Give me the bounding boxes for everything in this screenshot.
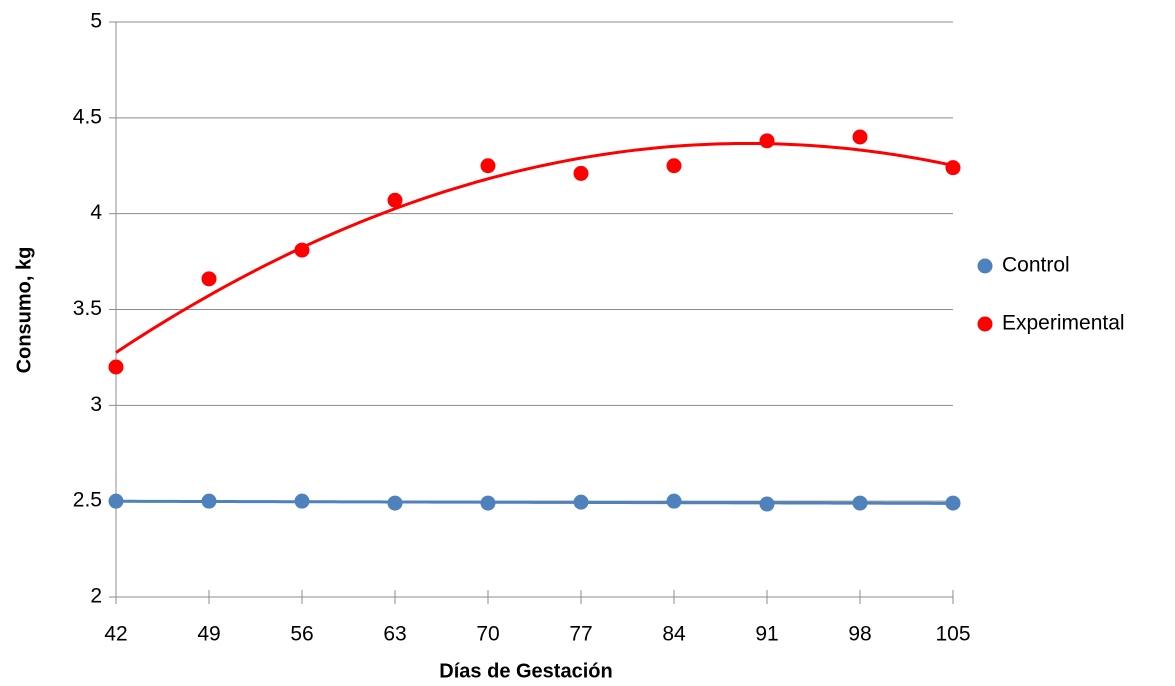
y-tick-label: 3.5 (73, 297, 102, 320)
point (852, 495, 868, 511)
legend-marker (977, 258, 993, 274)
y-tick-label: 5 (90, 10, 102, 33)
x-tick-label: 70 (476, 623, 499, 646)
x-tick-label: 56 (290, 623, 313, 646)
point (108, 359, 124, 375)
point (294, 493, 310, 509)
x-tick-label: 91 (755, 623, 778, 646)
y-tick-label: 4 (90, 201, 102, 224)
point (945, 160, 961, 176)
y-axis-title: Consumo, kg (13, 247, 35, 374)
x-tick-label: 84 (662, 623, 686, 646)
point (759, 496, 775, 512)
point (387, 495, 403, 511)
point (201, 493, 217, 509)
y-tick-label: 4.5 (73, 105, 102, 128)
x-tick-label: 49 (197, 623, 220, 646)
point (759, 133, 775, 149)
x-axis-title: Días de Gestación (439, 660, 612, 682)
point (573, 165, 589, 181)
x-tick-label: 105 (935, 623, 970, 646)
y-tick-label: 2.5 (73, 489, 102, 512)
point (201, 271, 217, 287)
x-tick-label: 77 (569, 623, 592, 646)
point (573, 494, 589, 510)
point (294, 242, 310, 258)
x-tick-label: 63 (383, 623, 406, 646)
legend-marker (977, 316, 993, 332)
x-tick-label: 98 (848, 623, 871, 646)
point (945, 495, 961, 511)
x-tick-label: 42 (104, 623, 127, 646)
legend-label: Experimental (1002, 312, 1125, 335)
point (387, 192, 403, 208)
trendline (115, 141, 954, 354)
point (480, 158, 496, 174)
y-tick-label: 3 (90, 393, 102, 416)
point (666, 158, 682, 174)
point (666, 493, 682, 509)
legend-label: Control (1002, 254, 1070, 277)
point (852, 129, 868, 145)
trendline (115, 499, 954, 505)
point (108, 493, 124, 509)
y-tick-label: 2 (90, 585, 102, 608)
point (480, 495, 496, 511)
